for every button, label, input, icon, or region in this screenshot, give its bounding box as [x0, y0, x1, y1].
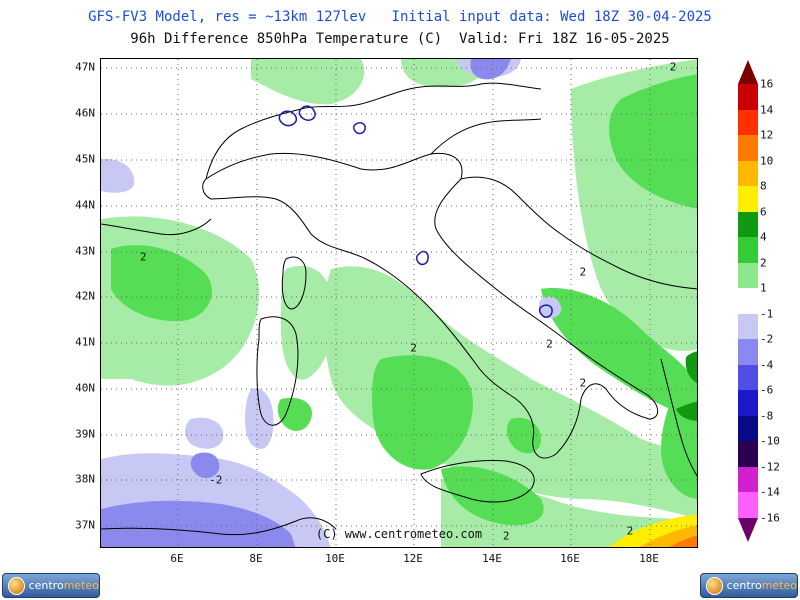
- legend-value: -14: [760, 485, 780, 499]
- legend-swatch: [738, 237, 758, 264]
- legend-value: 4: [760, 230, 767, 244]
- contour-label: 2: [139, 250, 147, 264]
- legend-value: 14: [760, 103, 774, 117]
- temperature-map: [101, 59, 697, 547]
- legend-swatch: [738, 160, 758, 187]
- legend-value: 2: [760, 256, 767, 270]
- legend-swatch: [738, 364, 758, 391]
- legend-value: -2: [760, 332, 774, 346]
- lakes: [278, 105, 553, 318]
- coastlines: [101, 82, 697, 536]
- map-frame: [100, 58, 698, 548]
- contour-label: 2: [626, 524, 634, 538]
- legend-value: -12: [760, 460, 780, 474]
- contour-label: -2: [209, 473, 223, 487]
- globe-icon: [706, 576, 723, 595]
- lat-label: 39N: [75, 427, 95, 441]
- contour-label: 2: [546, 337, 553, 351]
- legend-swatch: [738, 288, 758, 315]
- legend-swatch: [738, 390, 758, 417]
- anomaly-fill-green: [111, 74, 697, 526]
- legend-swatch: [738, 415, 758, 442]
- lat-label: 44N: [75, 198, 95, 212]
- lat-label: 40N: [75, 381, 95, 395]
- logo-text: centrometeo: [726, 579, 797, 592]
- lon-label: 12E: [403, 552, 423, 565]
- legend-swatch: [738, 441, 758, 468]
- lon-label: 8E: [249, 552, 263, 565]
- lat-label: 47N: [75, 60, 95, 74]
- copyright-text: (C) www.centrometeo.com: [315, 527, 483, 541]
- legend-value: 8: [760, 179, 767, 193]
- logo-text: centrometeo: [28, 579, 99, 592]
- legend-swatch: [738, 466, 758, 493]
- lon-label: 14E: [482, 552, 502, 565]
- legend-value: -4: [760, 358, 774, 372]
- lat-label: 46N: [75, 106, 95, 120]
- contour-label: 2: [502, 529, 510, 543]
- legend-value: -16: [760, 511, 780, 525]
- lon-label: 10E: [325, 552, 345, 565]
- legend-swatch: [738, 262, 758, 289]
- legend-swatch: [738, 211, 758, 238]
- centrometeo-logo-right: centrometeo: [700, 573, 798, 598]
- legend-colorbar: [738, 60, 758, 542]
- lon-label: 18E: [639, 552, 659, 565]
- legend-value: -10: [760, 434, 780, 448]
- legend-arrow-top: [738, 60, 758, 84]
- contour-label: 2: [410, 341, 417, 355]
- lat-label: 37N: [75, 518, 95, 532]
- legend-swatch: [738, 492, 758, 519]
- anomaly-fill-bright-green: [676, 351, 697, 421]
- legend-value: -1: [760, 307, 774, 321]
- lon-label: 16E: [560, 552, 580, 565]
- lat-label: 43N: [75, 244, 95, 258]
- legend-swatch: [738, 84, 758, 111]
- legend-value: -6: [760, 383, 774, 397]
- contour-label: 2: [579, 376, 587, 390]
- legend-swatch: [738, 186, 758, 213]
- contour-label: 2: [669, 60, 677, 74]
- anomaly-fill-blue: [101, 59, 511, 547]
- contour-label: 2: [579, 265, 587, 279]
- legend-value: 1: [760, 281, 767, 295]
- centrometeo-logo-left: centrometeo: [2, 573, 100, 598]
- lat-label: 45N: [75, 152, 95, 166]
- lat-label: 42N: [75, 289, 95, 303]
- globe-icon: [8, 576, 25, 595]
- legend-swatch: [738, 135, 758, 162]
- legend-arrow-bottom: [738, 518, 758, 542]
- legend-swatch: [738, 109, 758, 136]
- lat-lon-grid: [101, 59, 697, 547]
- legend-swatch: [738, 339, 758, 366]
- title-line-1: GFS-FV3 Model, res = ~13km 127lev Initia…: [88, 9, 712, 25]
- title-line-2: 96h Difference 850hPa Temperature (C) Va…: [130, 31, 670, 47]
- legend-swatch: [738, 313, 758, 340]
- legend-value: 16: [760, 77, 774, 91]
- legend-value: 12: [760, 128, 774, 142]
- lat-label: 41N: [75, 335, 95, 349]
- anomaly-fill-warm: [608, 514, 697, 547]
- legend-value: -8: [760, 409, 774, 423]
- lon-label: 6E: [170, 552, 184, 565]
- legend-value: 10: [760, 154, 774, 168]
- lat-label: 38N: [75, 472, 95, 486]
- legend-value: 6: [760, 205, 767, 219]
